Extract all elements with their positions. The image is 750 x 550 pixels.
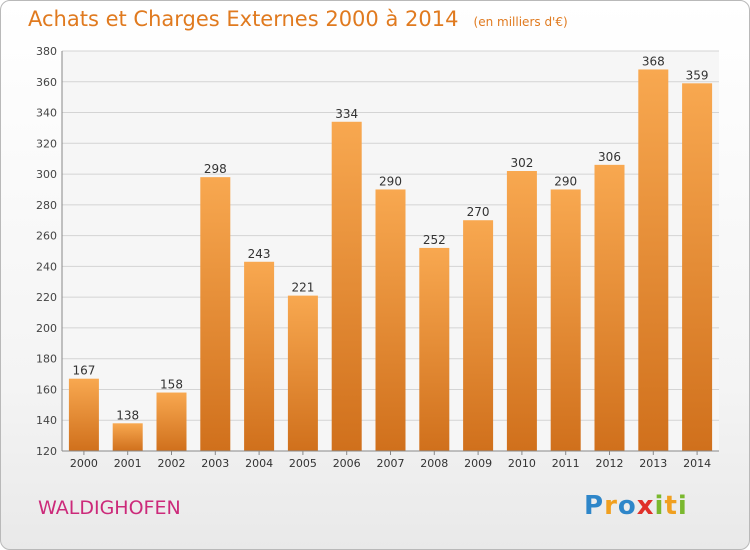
logo-letter: i xyxy=(677,491,688,521)
bar xyxy=(244,261,275,451)
x-tick-label: 2012 xyxy=(596,457,624,470)
x-tick-label: 2009 xyxy=(464,457,492,470)
x-tick-label: 2008 xyxy=(420,457,448,470)
bar xyxy=(200,177,231,451)
proxiti-logo[interactable]: Proxiti xyxy=(584,491,688,521)
bar-value-label: 158 xyxy=(160,378,183,392)
bar-value-label: 298 xyxy=(204,162,227,176)
bar-value-label: 270 xyxy=(467,205,490,219)
y-tick-label: 360 xyxy=(36,76,57,89)
x-tick-label: 2004 xyxy=(245,457,273,470)
bar xyxy=(594,164,625,451)
bar-value-label: 306 xyxy=(598,150,621,164)
bar xyxy=(331,121,362,452)
y-tick-label: 380 xyxy=(36,45,57,58)
title-row: Achats et Charges Externes 2000 à 2014 (… xyxy=(28,7,568,31)
bar xyxy=(375,189,406,451)
logo-letter: x xyxy=(636,491,655,521)
bars-layer xyxy=(68,69,713,452)
labels-layer: 167 138 158 298 243 221 334 290 252 270 302 290 306 3… xyxy=(72,54,708,422)
bar xyxy=(463,220,494,451)
bar-value-label: 359 xyxy=(686,68,709,82)
x-tick-label: 2003 xyxy=(201,457,229,470)
y-tick-label: 220 xyxy=(36,291,57,304)
x-tick-label: 2005 xyxy=(289,457,317,470)
bar-value-label: 243 xyxy=(248,247,271,261)
x-tick-label: 2000 xyxy=(70,457,98,470)
logo-letter: t xyxy=(664,491,678,521)
bar-value-label: 302 xyxy=(510,156,533,170)
bar-value-label: 290 xyxy=(554,174,577,188)
y-tick-label: 120 xyxy=(36,445,57,458)
bar xyxy=(287,295,318,451)
x-tick-label: 2001 xyxy=(114,457,142,470)
y-tick-label: 140 xyxy=(36,414,57,427)
bar xyxy=(112,423,143,451)
bar xyxy=(68,378,99,451)
logo-letter: r xyxy=(604,491,618,521)
y-tick-label: 160 xyxy=(36,383,57,396)
chart-title: Achats et Charges Externes 2000 à 2014 xyxy=(28,7,459,31)
logo-letter: P xyxy=(584,491,605,521)
bar xyxy=(550,189,581,451)
x-tick-label: 2006 xyxy=(333,457,361,470)
bar-value-label: 368 xyxy=(642,54,665,68)
y-tick-label: 260 xyxy=(36,230,57,243)
chart-subtitle: (en milliers d'€) xyxy=(473,15,568,29)
axis-layer: 120 140 160 180 200 220 240 260 280 300 320 340 360 3… xyxy=(36,45,719,470)
bar-value-label: 167 xyxy=(72,364,95,378)
city-name: WALDIGHOFEN xyxy=(38,497,181,519)
bar-value-label: 138 xyxy=(116,408,139,422)
logo-letter: o xyxy=(617,491,637,521)
bar xyxy=(638,69,669,451)
bar-value-label: 290 xyxy=(379,174,402,188)
x-tick-label: 2010 xyxy=(508,457,536,470)
x-tick-label: 2011 xyxy=(552,457,580,470)
y-tick-label: 180 xyxy=(36,353,57,366)
x-tick-label: 2014 xyxy=(683,457,711,470)
y-tick-label: 320 xyxy=(36,137,57,150)
bar-value-label: 221 xyxy=(291,281,314,295)
y-tick-label: 240 xyxy=(36,260,57,273)
bar-value-label: 334 xyxy=(335,107,358,121)
bar xyxy=(419,247,450,451)
bar xyxy=(156,392,187,451)
x-tick-label: 2013 xyxy=(639,457,667,470)
bar-value-label: 252 xyxy=(423,233,446,247)
x-tick-label: 2002 xyxy=(158,457,186,470)
y-tick-label: 300 xyxy=(36,168,57,181)
y-tick-label: 200 xyxy=(36,322,57,335)
bar xyxy=(506,171,537,451)
x-tick-label: 2007 xyxy=(377,457,405,470)
y-tick-label: 280 xyxy=(36,199,57,212)
y-tick-label: 340 xyxy=(36,107,57,120)
bar xyxy=(682,83,713,452)
logo-letter: i xyxy=(654,491,665,521)
